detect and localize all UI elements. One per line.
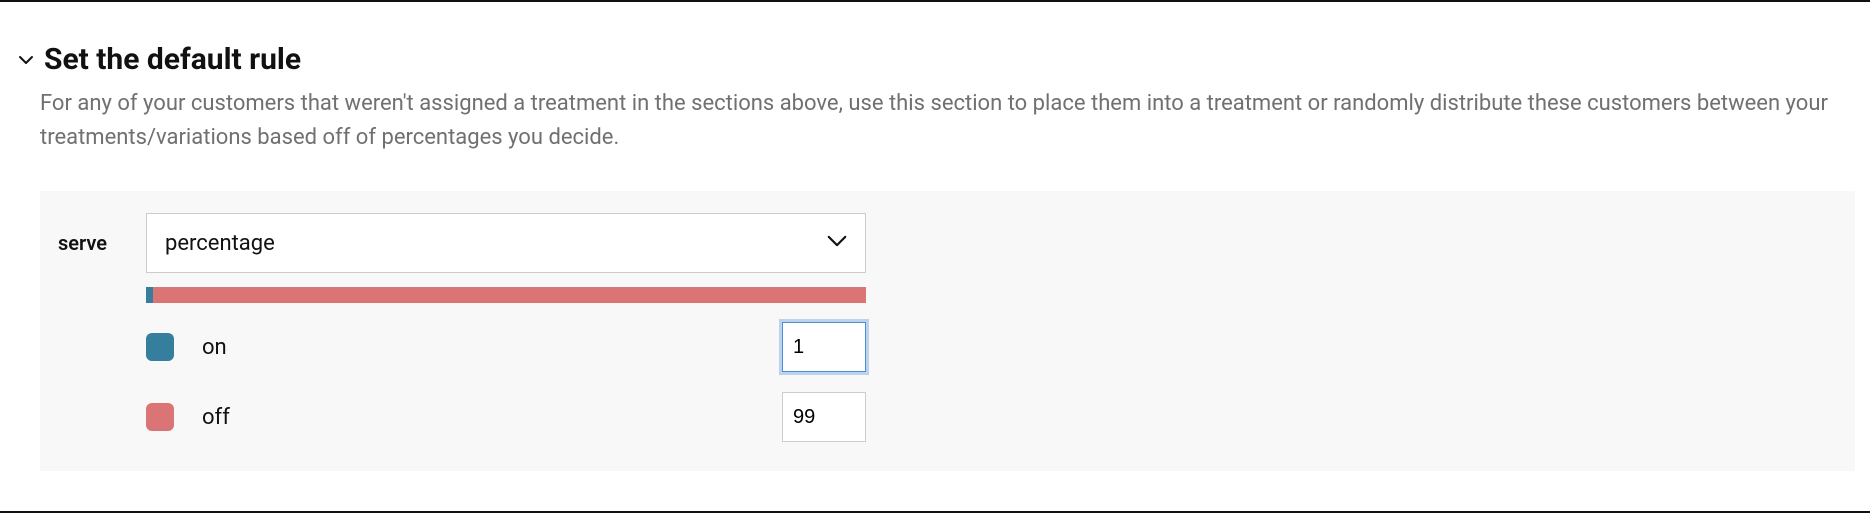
serve-label: serve: [58, 231, 146, 255]
serve-row: serve percentage: [58, 213, 1837, 273]
serve-select[interactable]: percentage: [146, 213, 866, 273]
section-header: Set the default rule: [16, 42, 1854, 77]
treatment-percent-input-on[interactable]: [782, 322, 866, 372]
treatment-row-on: on: [146, 321, 866, 373]
chevron-down-icon: [18, 52, 34, 68]
treatment-swatch-on: [146, 333, 174, 361]
serve-select-value: percentage: [165, 231, 275, 256]
treatment-label-off: off: [202, 405, 230, 430]
treatment-swatch-off: [146, 403, 174, 431]
default-rule-panel: serve percentage on: [40, 191, 1855, 471]
default-rule-section: Set the default rule For any of your cus…: [0, 0, 1870, 513]
treatment-label-on: on: [202, 335, 227, 360]
distribution-bar[interactable]: [146, 287, 866, 303]
collapse-toggle[interactable]: [16, 50, 36, 70]
serve-select-wrap: percentage: [146, 213, 866, 273]
distribution-segment-on: [146, 287, 153, 303]
treatment-percent-input-off[interactable]: [782, 392, 866, 442]
treatment-row-off: off: [146, 391, 866, 443]
distribution-segment-off: [153, 287, 866, 303]
section-title: Set the default rule: [44, 42, 301, 77]
section-description: For any of your customers that weren't a…: [40, 87, 1854, 155]
